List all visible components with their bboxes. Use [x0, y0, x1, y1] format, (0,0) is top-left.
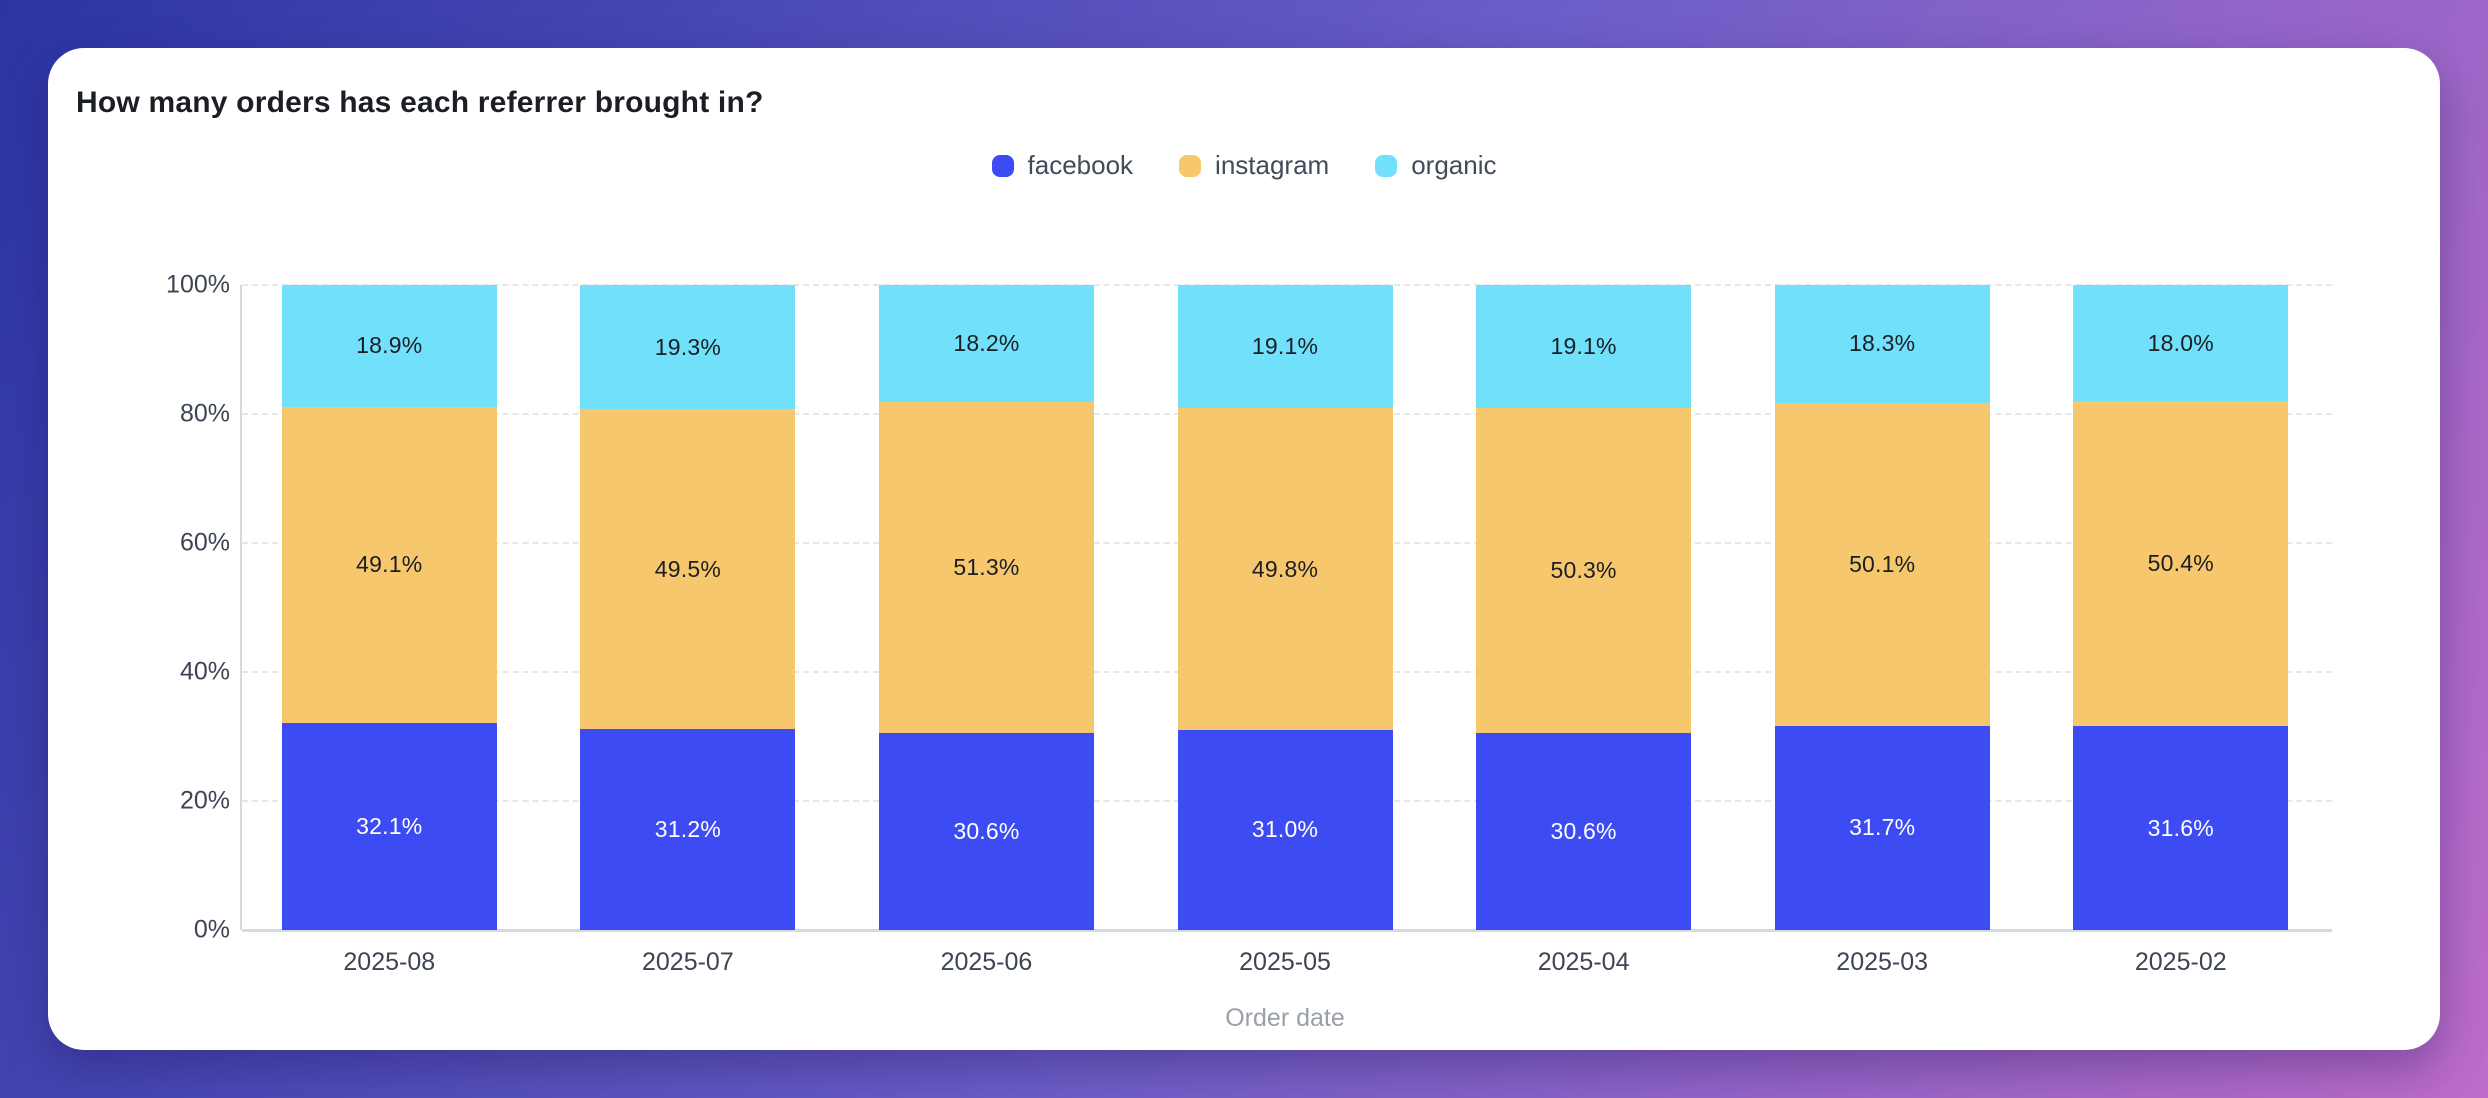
bar-value-label: 19.1% [1550, 333, 1617, 360]
bar-group-2025-03: 18.3% 50.1% 31.7% [1733, 285, 2032, 930]
bar-segment-organic[interactable]: 19.1% [1476, 285, 1692, 409]
bar-stack-2025-08: 18.9% 49.1% 32.1% [281, 285, 497, 930]
legend-label: instagram [1215, 150, 1330, 180]
x-axis-title: Order date [1225, 1004, 1345, 1032]
bar-stack-2025-07: 19.3% 49.5% 31.2% [580, 285, 796, 930]
y-tick-label: 0% [193, 915, 230, 944]
legend: facebook instagram organic [48, 150, 2440, 181]
bar-segment-organic[interactable]: 19.3% [580, 285, 796, 410]
bar-stack-2025-04: 19.1% 50.3% 30.6% [1476, 285, 1692, 930]
bar-segment-organic[interactable]: 18.3% [1774, 285, 1990, 403]
y-tick-label: 20% [179, 786, 230, 815]
bar-value-label: 18.3% [1849, 330, 1916, 357]
x-tick-label: 2025-03 [1836, 948, 1929, 976]
y-axis: 100% 80% 60% 40% 20% 0% [48, 48, 230, 1050]
x-tick-label: 2025-08 [343, 948, 436, 976]
gridline [242, 929, 2332, 932]
bar-segment-instagram[interactable]: 50.1% [1774, 402, 1990, 726]
bar-segment-instagram[interactable]: 49.1% [281, 406, 497, 724]
bar-stack-2025-03: 18.3% 50.1% 31.7% [1774, 285, 1990, 930]
chart-title: How many orders has each referrer brough… [76, 86, 764, 119]
bar-segment-facebook[interactable]: 31.7% [1774, 725, 1990, 930]
bar-segment-instagram[interactable]: 50.3% [1476, 408, 1692, 733]
bar-segment-facebook[interactable]: 31.0% [1177, 729, 1393, 930]
y-tick-label: 80% [179, 399, 230, 428]
bar-segment-organic[interactable]: 18.9% [281, 285, 497, 407]
bar-value-label: 49.1% [356, 551, 423, 578]
x-tick-label: 2025-05 [1239, 948, 1331, 976]
bar-value-label: 18.2% [953, 330, 1020, 357]
bar-group-2025-08: 18.9% 49.1% 32.1% [240, 285, 539, 930]
bar-value-label: 31.6% [2147, 814, 2214, 841]
bar-value-label: 19.1% [1251, 333, 1319, 360]
bar-segment-instagram[interactable]: 50.4% [2073, 401, 2289, 727]
bar-value-label: 50.4% [2147, 550, 2214, 577]
bar-value-label: 31.2% [654, 815, 721, 842]
bar-value-label: 49.8% [1251, 555, 1319, 582]
bar-value-label: 49.5% [654, 555, 721, 582]
x-tick-label: 2025-06 [940, 948, 1033, 976]
bar-value-label: 31.7% [1849, 814, 1916, 841]
x-tick-label: 2025-04 [1537, 948, 1630, 976]
legend-swatch-facebook [991, 154, 1014, 177]
bar-segment-instagram[interactable]: 51.3% [878, 402, 1094, 733]
bar-segment-facebook[interactable]: 31.6% [2073, 726, 2289, 930]
bar-value-label: 18.9% [356, 332, 423, 359]
legend-item-organic[interactable]: organic [1375, 150, 1496, 181]
chart-card: How many orders has each referrer brough… [48, 48, 2440, 1050]
y-tick-label: 40% [179, 657, 230, 686]
bar-group-2025-04: 19.1% 50.3% 30.6% [1434, 285, 1733, 930]
bar-stack-2025-06: 18.2% 51.3% 30.6% [878, 285, 1094, 930]
bar-value-label: 50.3% [1550, 556, 1617, 583]
bar-stack-2025-02: 18.0% 50.4% 31.6% [2073, 285, 2289, 930]
bar-segment-organic[interactable]: 19.1% [1177, 285, 1393, 409]
bar-segment-instagram[interactable]: 49.8% [1177, 408, 1393, 730]
bar-segment-facebook[interactable]: 31.2% [580, 728, 796, 930]
bar-group-2025-06: 18.2% 51.3% 30.6% [837, 285, 1136, 930]
legend-label: organic [1411, 150, 1497, 180]
bar-segment-facebook[interactable]: 32.1% [281, 723, 497, 930]
legend-item-instagram[interactable]: instagram [1179, 150, 1329, 181]
legend-swatch-organic [1375, 154, 1398, 177]
bar-value-label: 19.3% [654, 333, 721, 360]
bar-group-2025-07: 19.3% 49.5% 31.2% [539, 285, 838, 930]
bar-segment-instagram[interactable]: 49.5% [580, 409, 796, 729]
bar-segment-facebook[interactable]: 30.6% [1476, 732, 1692, 930]
y-tick-label: 100% [166, 270, 230, 299]
legend-label: facebook [1027, 150, 1134, 180]
bar-segment-organic[interactable]: 18.2% [878, 285, 1094, 403]
bar-group-2025-05: 19.1% 49.8% 31.0% [1136, 285, 1435, 930]
bar-value-label: 18.0% [2147, 329, 2214, 356]
legend-swatch-instagram [1179, 154, 1202, 177]
legend-item-facebook[interactable]: facebook [991, 150, 1134, 181]
bar-value-label: 30.6% [1550, 817, 1617, 844]
x-tick-label: 2025-02 [2134, 948, 2227, 976]
bar-value-label: 51.3% [953, 554, 1020, 581]
bar-group-2025-02: 18.0% 50.4% 31.6% [2031, 285, 2330, 930]
bar-value-label: 32.1% [356, 813, 423, 840]
bars-container: 18.9% 49.1% 32.1% 19.3% 49.5% 31.2% 18.2% 51.3%… [240, 285, 2330, 930]
bar-segment-facebook[interactable]: 30.6% [878, 732, 1094, 930]
x-tick-label: 2025-07 [641, 948, 734, 976]
bar-segment-organic[interactable]: 18.0% [2073, 285, 2289, 402]
bar-value-label: 50.1% [1849, 550, 1916, 577]
y-tick-label: 60% [179, 528, 230, 557]
x-axis: 2025-08 2025-07 2025-06 2025-05 2025-04 2025-… [240, 948, 2330, 977]
bar-value-label: 30.6% [953, 817, 1020, 844]
bar-value-label: 31.0% [1251, 816, 1319, 843]
bar-stack-2025-05: 19.1% 49.8% 31.0% [1177, 285, 1393, 930]
